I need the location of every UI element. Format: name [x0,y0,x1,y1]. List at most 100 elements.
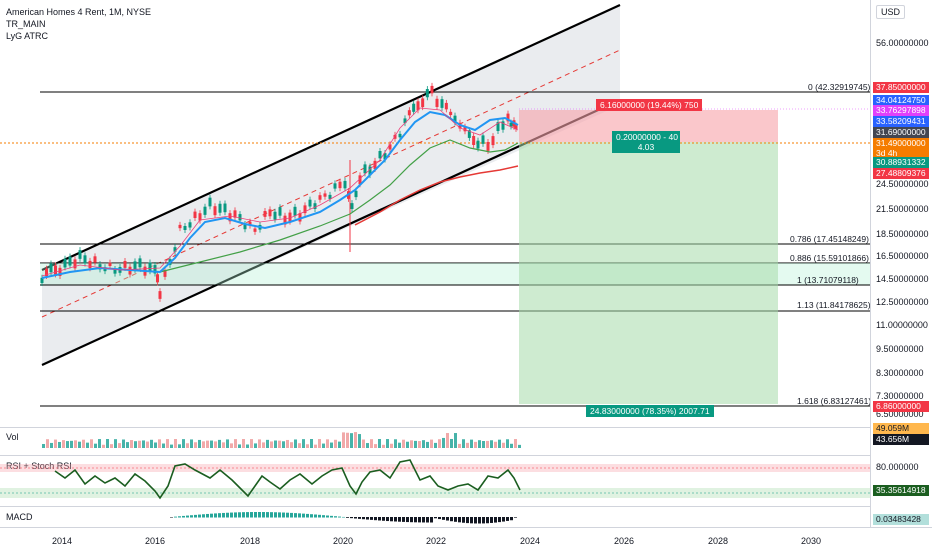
price-axis[interactable] [870,0,932,527]
macd-bar [318,514,321,518]
price-badge-pink: 33.76297898 [873,105,929,116]
candle-body [78,250,82,259]
volume-bar [78,441,81,448]
candle-body [476,140,480,149]
volume-bar [458,443,461,448]
volume-bar [82,439,85,448]
candle-body [425,89,429,98]
macd-bar [390,517,393,522]
volume-bar [86,442,89,448]
candle-body [133,261,137,270]
volume-bar [406,441,409,448]
macd-bar [402,517,405,522]
volume-bar [334,439,337,448]
indicator-lyg-atrc[interactable]: LyG ATRC [6,31,49,41]
candle-body [486,141,490,151]
pane-separator-volume[interactable] [0,427,932,428]
time-tick: 2026 [614,536,635,546]
candle-body [88,260,92,269]
candle-body [238,214,242,221]
rsi-line [54,459,521,500]
volume-bar [182,439,185,448]
candle-body [407,110,411,116]
candle-body [435,98,439,107]
macd-pane[interactable] [0,507,870,527]
volume-bar [254,443,257,448]
price-tick: 14.50000000 [876,274,929,284]
volume-bar [170,444,173,448]
volume-bar [162,443,165,448]
volume-bar [362,439,365,448]
volume-bar [90,439,93,448]
symbol-title[interactable]: American Homes 4 Rent, 1M, NYSE [6,7,152,17]
macd-bar [370,517,373,520]
volume-bar [226,439,229,448]
volume-bar [410,440,413,448]
candle-body [198,213,202,221]
time-axis[interactable]: 2014 2016 2018 2020 2022 2024 2026 2028 … [0,527,932,551]
volume-bar [474,441,477,448]
candle-body [288,212,292,222]
macd-bar [230,512,233,518]
currency-button[interactable]: USD [876,5,906,19]
ma-blue-line [41,110,519,279]
volume-pane[interactable] [0,428,870,455]
macd-histogram [170,512,517,524]
candle-body [148,262,152,272]
volume-bar [186,443,189,448]
macd-bar [478,517,481,524]
macd-bar [274,512,277,518]
volume-bar [450,438,453,448]
macd-bar [270,512,273,518]
volume-bar [126,442,129,448]
volume-bar [426,441,429,448]
candle-body [98,264,102,270]
volume-bar [198,439,201,448]
candle-body [514,125,518,129]
volume-bar [70,440,73,448]
rsi-pane[interactable] [0,456,870,506]
macd-bar [202,514,205,518]
candle-body [467,130,471,138]
macd-bar [454,517,457,522]
price-chart[interactable] [0,0,870,527]
volume-bar [482,440,485,448]
volume-bar [402,439,405,448]
macd-bar [314,514,317,518]
macd-bar [222,512,225,518]
volume-bar [234,439,237,448]
volume-bar [42,443,45,448]
candle-body [403,118,407,124]
price-tick: 18.50000000 [876,229,929,239]
candle-body [509,122,513,127]
candle-body [303,205,307,214]
candle-body [228,213,232,222]
macd-bar [462,517,465,523]
candle-body [188,222,192,228]
pane-separator-rsi[interactable] [0,455,932,456]
macd-bar [486,517,489,524]
price-badge-stop: 37.85000000 [873,82,929,93]
candle-body [496,122,500,132]
volume-bar [358,434,361,448]
pane-separator-macd[interactable] [0,506,932,507]
indicator-tr-main[interactable]: TR_MAIN [6,19,46,29]
candle-body [68,256,72,266]
volume-bar [242,439,245,448]
macd-bar [210,513,213,518]
macd-bar [398,517,401,522]
candle-body [338,181,342,189]
macd-bar [198,514,201,518]
candle-body [350,203,354,209]
volume-bar [298,443,301,448]
volume-bar [178,444,181,448]
channel-upper-line [41,4,621,271]
volume-bar [278,440,281,448]
chart-canvas[interactable] [0,0,870,527]
volume-bar [206,440,209,448]
price-tick: 24.50000000 [876,179,929,189]
candle-body [268,209,272,217]
entry-label-line2: 4.03 [637,142,655,152]
macd-bar [254,512,257,518]
macd-bar [238,512,241,518]
